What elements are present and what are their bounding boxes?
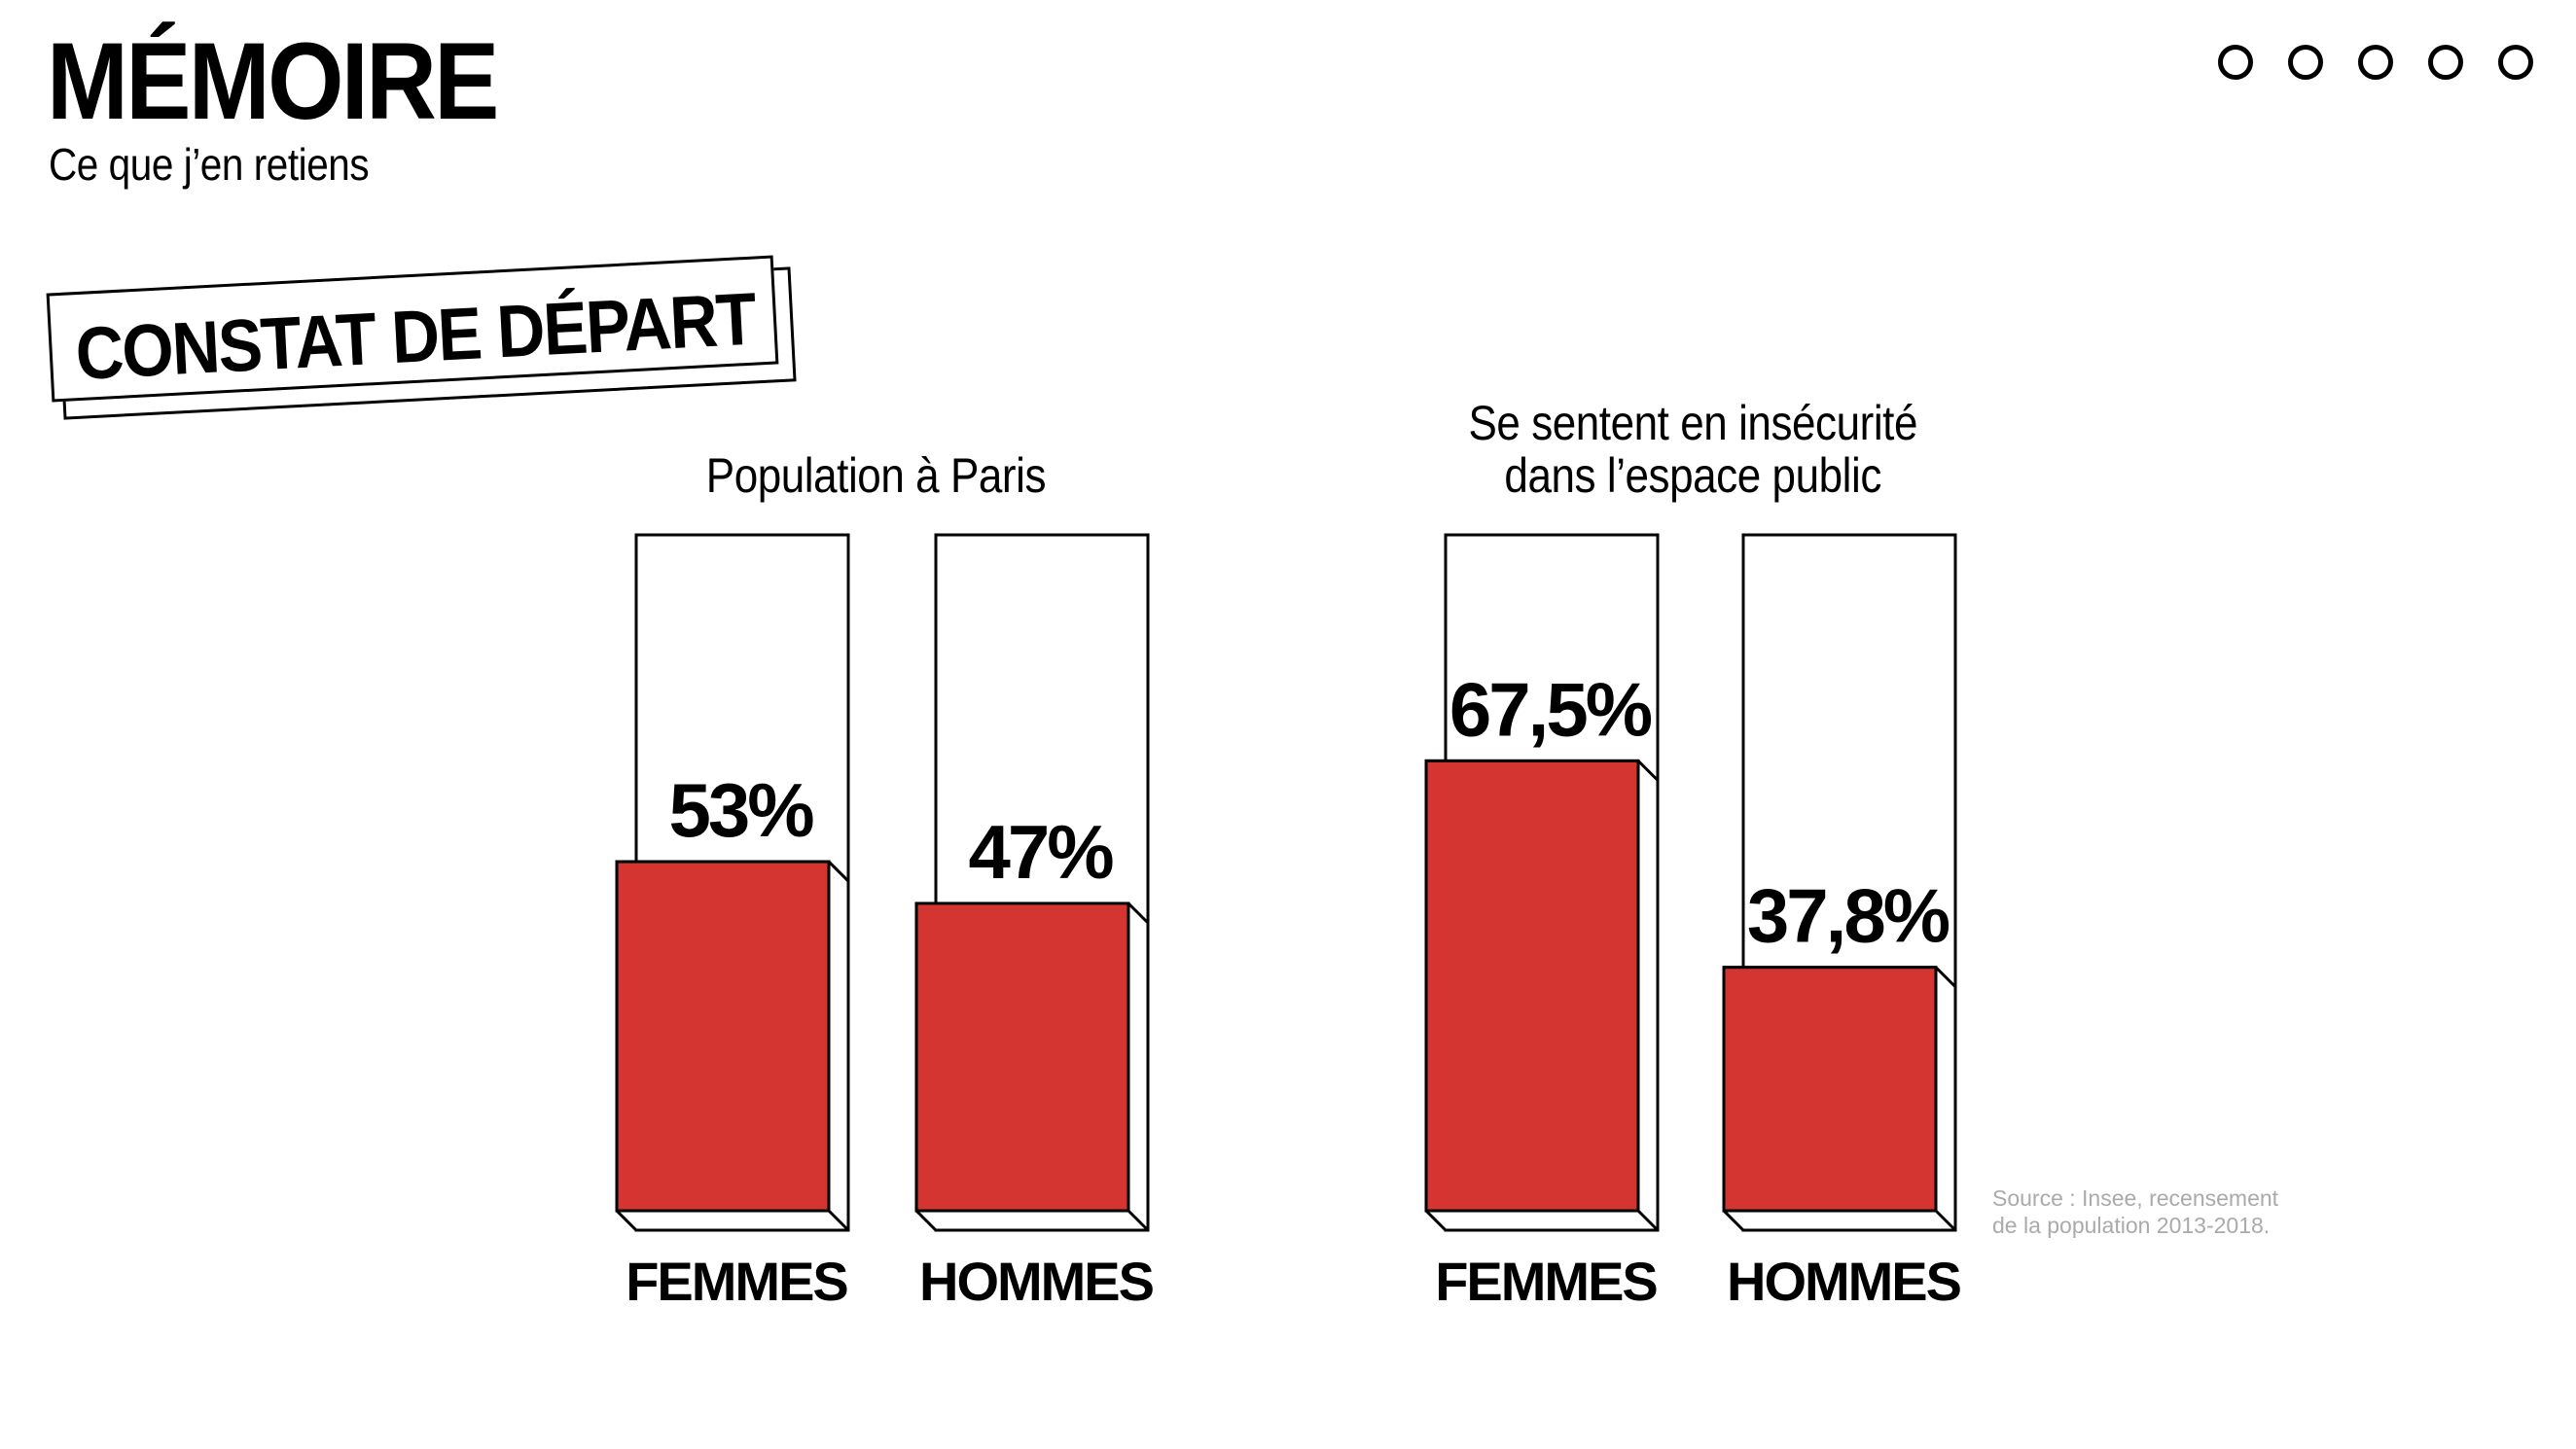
- source-line-2: de la population 2013-2018.: [1992, 1213, 2271, 1238]
- chart-2-title-line-2: dans l’espace public: [1504, 448, 1881, 503]
- source-line-1: Source : Insee, recensement: [1992, 1185, 2279, 1211]
- chart-2-hommes-bar-edge: [1934, 1209, 1957, 1232]
- chart-2-title-line-1: Se sentent en insécurité: [1468, 396, 1917, 450]
- chart-1-title-text: Population à Paris: [705, 448, 1046, 503]
- chart-2-hommes-category-label: HOMMES: [1727, 1251, 1961, 1312]
- pager-dot-2[interactable]: [2288, 45, 2323, 80]
- chart-1-femmes-bar: [615, 860, 831, 1213]
- pager-dot-4[interactable]: [2428, 45, 2463, 80]
- chart-1-femmes-bar-edge: [827, 1209, 850, 1232]
- page-subtitle: Ce que j’en retiens: [49, 139, 370, 190]
- source-note: Source : Insee, recensement de la popula…: [1992, 1184, 2304, 1239]
- chart-1-femmes-value-label: 53%: [668, 767, 813, 853]
- page-title: MÉMOIRE: [47, 20, 499, 142]
- chart-1-hommes-category-label: HOMMES: [919, 1251, 1154, 1312]
- pager-dot-1[interactable]: [2218, 45, 2253, 80]
- chart-2-femmes-value-label: 67,5%: [1449, 666, 1652, 752]
- chart-2-femmes-bar-edge: [1636, 1209, 1660, 1232]
- chart-1-hommes-bar-edge: [1127, 1209, 1150, 1232]
- pager-dot-3[interactable]: [2358, 45, 2393, 80]
- chart-2-femmes-bar: [1424, 759, 1640, 1213]
- chart-1-hommes-bar: [914, 901, 1130, 1213]
- chart-2-hommes-value-label: 37,8%: [1747, 873, 1950, 959]
- chart-2-title: Se sentent en insécurité dans l’espace p…: [1401, 397, 1985, 502]
- pagination: [2218, 45, 2549, 91]
- chart-1-title: Population à Paris: [603, 449, 1148, 502]
- pager-dot-5[interactable]: [2498, 45, 2533, 80]
- chart-1-femmes-category-label: FEMMES: [626, 1251, 847, 1312]
- chart-2-hommes-bar: [1722, 966, 1938, 1213]
- chart-1-hommes-value-label: 47%: [968, 809, 1113, 895]
- chart-2-femmes-category-label: FEMMES: [1435, 1251, 1657, 1312]
